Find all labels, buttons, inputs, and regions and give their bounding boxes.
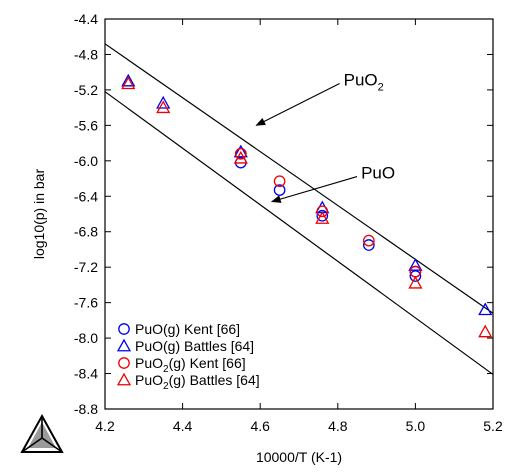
x-tick-label: 4.4 — [173, 418, 193, 434]
x-tick-label: 4.6 — [250, 418, 270, 434]
triangle-marker — [156, 100, 171, 114]
y-tick-label: -4.8 — [74, 46, 98, 62]
y-tick-label: -7.2 — [74, 259, 98, 275]
circle-marker — [118, 323, 130, 335]
line-label: PuO2 — [344, 70, 384, 93]
plot-frame — [104, 18, 494, 410]
model-line — [105, 91, 493, 375]
annotation-arrow — [270, 176, 358, 203]
y-tick-label: -4.4 — [74, 11, 98, 27]
model-lines — [105, 43, 493, 375]
line-label: PuO — [361, 164, 395, 183]
legend-entry-label: PuO2(g) Battles [64] — [135, 372, 260, 392]
annotation-arrow — [255, 82, 340, 126]
thermo-calc-logo — [20, 413, 64, 453]
y-tick-label: -5.6 — [74, 117, 98, 133]
triangle-marker — [478, 324, 493, 338]
circle-marker — [409, 270, 422, 282]
triangle-marker — [408, 275, 423, 289]
circle-marker — [362, 239, 375, 251]
legend-entry-label: PuO(g) Kent [66] — [135, 321, 240, 337]
triangle-marker — [121, 76, 136, 90]
x-tick-label: 4.2 — [95, 418, 115, 434]
y-tick-label: -8.0 — [74, 330, 98, 346]
y-tick-label: -6.4 — [74, 188, 98, 204]
y-tick-label: -6.8 — [74, 224, 98, 240]
x-tick-label: 4.8 — [328, 418, 348, 434]
legend: PuO(g) Kent [66]PuO(g) Battles [64]PuO2(… — [116, 321, 260, 392]
circle-marker — [316, 205, 329, 218]
triangle-marker — [121, 73, 136, 87]
y-tick-label: -5.2 — [74, 82, 98, 98]
triangle-marker — [478, 302, 493, 316]
line-annotations: PuO2 PuO — [255, 70, 395, 203]
y-tick-label: -6.0 — [74, 153, 98, 169]
circle-marker — [234, 147, 247, 160]
x-tick-label: 5.2 — [483, 418, 503, 434]
circle-marker — [273, 184, 286, 196]
legend-entry-label: PuO2(g) Kent [66] — [135, 355, 246, 375]
y-tick-label: -8.4 — [74, 366, 98, 382]
triangle-marker — [315, 211, 330, 224]
triangle-marker — [233, 150, 248, 164]
axis-tick-labels: -4.4 -4.8 -5.2 -5.6 -6.0 -6.4 -6.8 -7.2 -7.6 -8.0… — [74, 11, 503, 434]
circle-marker — [362, 234, 375, 247]
triangle-marker — [116, 372, 132, 386]
circle-marker — [273, 175, 286, 188]
y-tick-label: -7.6 — [74, 295, 98, 311]
y-tick-label: -8.8 — [74, 401, 98, 417]
triangle-marker — [233, 144, 248, 158]
triangle-marker — [408, 258, 423, 271]
model-line — [105, 43, 493, 314]
legend-entry-label: PuO(g) Battles [64] — [135, 338, 254, 354]
data-points — [121, 73, 493, 338]
circle-marker — [316, 209, 329, 222]
circle-marker — [118, 357, 130, 369]
y-axis-title: log10(p) in bar — [31, 169, 47, 260]
x-axis-title: 10000/T (K-1) — [256, 449, 342, 465]
triangle-marker — [156, 95, 171, 109]
x-tick-label: 5.0 — [406, 418, 426, 434]
triangle-marker — [116, 338, 132, 352]
